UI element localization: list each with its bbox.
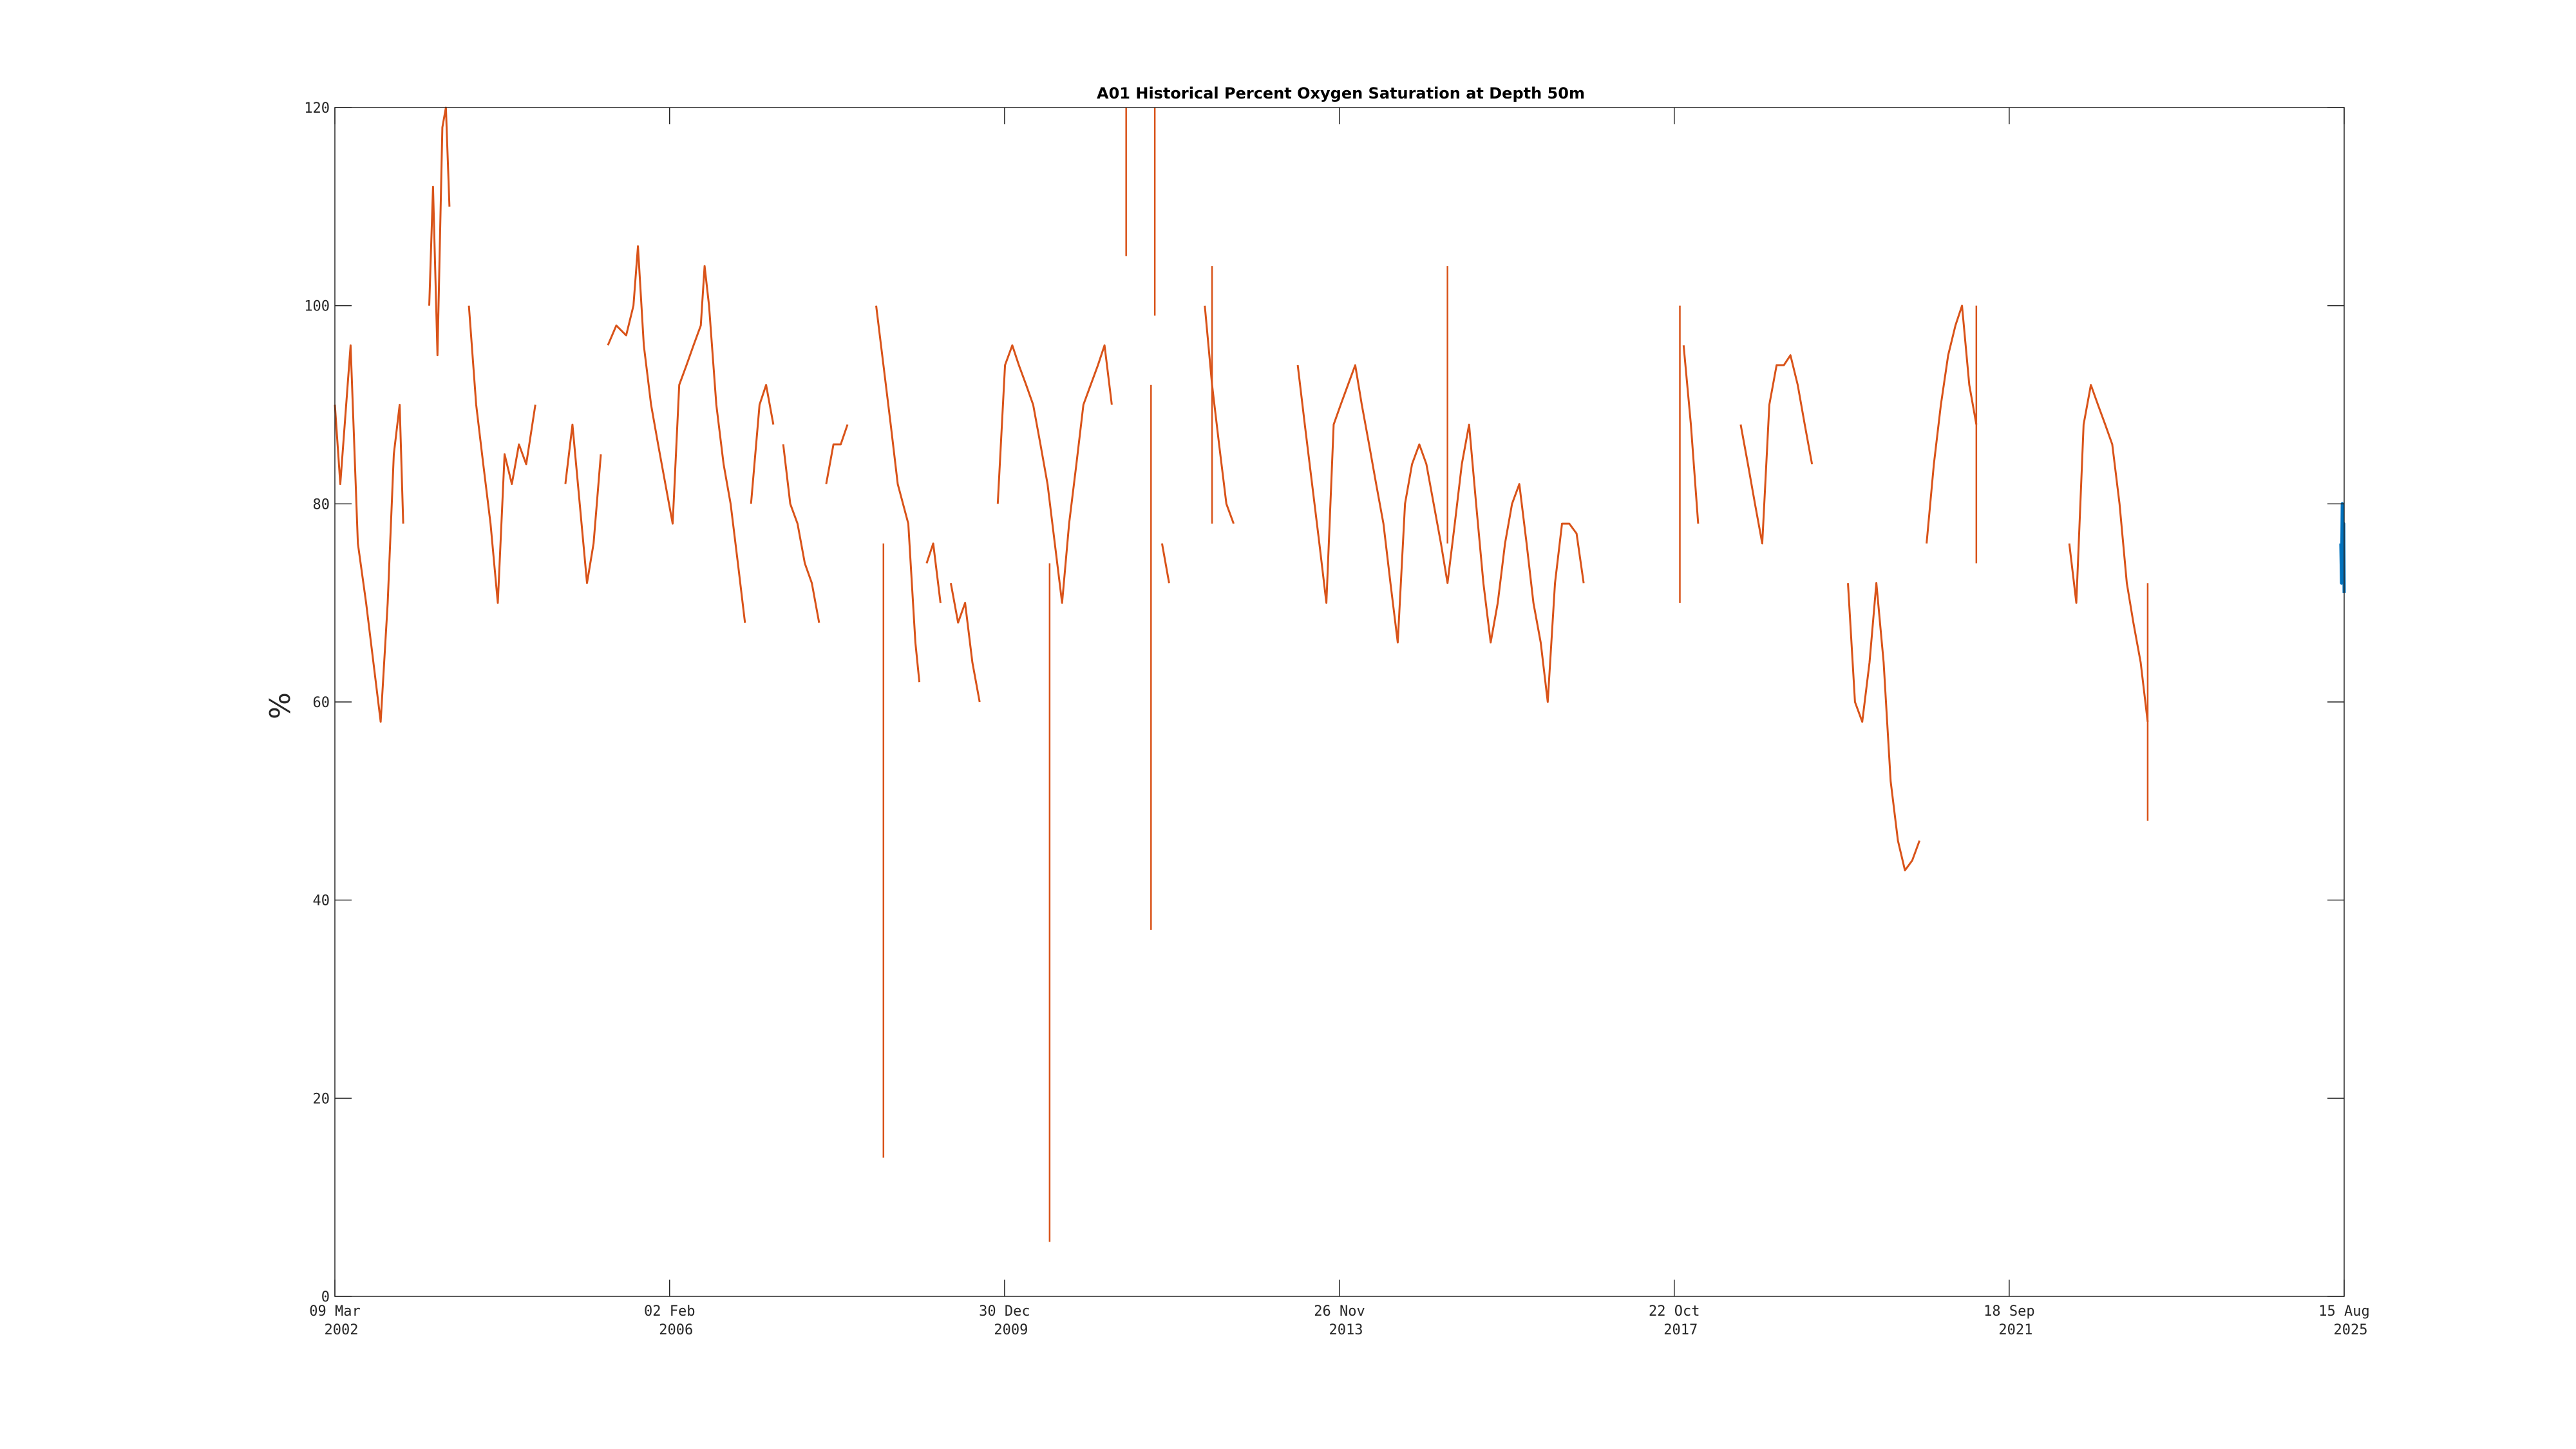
x-tick-label-day: 09 Mar (309, 1303, 360, 1320)
y-tick-label: 100 (304, 299, 330, 315)
series-1-line-segment-0 (2339, 502, 2346, 593)
series-0-line-segment-15 (1682, 345, 1700, 524)
axes: 0 20 40 60 80 100 120 09 Mar 2002 02 Feb 2006 30 De… (304, 100, 2369, 1338)
x-tick-label-day: 26 Nov (1314, 1303, 1365, 1320)
y-tick-label: 40 (313, 893, 330, 909)
series-0-line-segment-19 (2068, 384, 2149, 722)
series-0-line-segment-16 (1739, 354, 1814, 545)
x-tick-label-day: 15 Aug (2318, 1303, 2369, 1320)
x-tick-label-year: 2002 (325, 1322, 359, 1338)
x-tick-label-year: 2013 (1329, 1322, 1363, 1338)
plot-area (334, 106, 2346, 1242)
series-0-line-segment-1 (428, 106, 451, 357)
series-0-line-segment-4 (607, 245, 746, 623)
series-0-line-segment-10 (949, 583, 981, 703)
y-tick-label: 120 (304, 100, 330, 117)
series-0-line-segment-11 (996, 344, 1113, 604)
y-tick-label: 0 (321, 1289, 330, 1305)
series-0-line-segment-0 (334, 344, 404, 723)
series-0-line-segment-9 (925, 542, 942, 603)
x-tick-label-day: 18 Sep (1984, 1303, 2034, 1320)
x-tick-label-day: 30 Dec (979, 1303, 1030, 1320)
y-tick-label: 80 (313, 497, 330, 513)
series-0-line-segment-2 (468, 305, 536, 604)
y-tick-label: 20 (313, 1091, 330, 1107)
chart-title: A01 Historical Percent Oxygen Saturation… (1097, 84, 1585, 102)
series-0-line-segment-3 (564, 423, 602, 584)
y-tick-label: 60 (313, 695, 330, 711)
series-0-line-segment-12 (1160, 543, 1170, 583)
series-0-line-segment-6 (782, 444, 820, 623)
x-tick-label-year: 2025 (2334, 1322, 2368, 1338)
x-tick-label-year: 2021 (1998, 1322, 2032, 1338)
x-tick-label-year: 2009 (994, 1322, 1028, 1338)
y-axis-label: % (264, 692, 297, 719)
series-0-line-segment-13 (1204, 305, 1235, 524)
plot-frame (334, 107, 2345, 1297)
series-0-line-segment-5 (750, 384, 775, 504)
x-tick-label-year: 2017 (1663, 1322, 1698, 1338)
series-0-line-segment-18 (1926, 305, 1978, 544)
x-tick-label-day: 02 Feb (644, 1303, 695, 1320)
series-0-line-segment-14 (1296, 364, 1585, 703)
series-0-line-segment-17 (1847, 582, 1921, 871)
x-tick-label-day: 22 Oct (1649, 1303, 1700, 1320)
x-tick-label-year: 2006 (659, 1322, 693, 1338)
series-0-line-segment-7 (825, 424, 849, 484)
series-0-line-segment-8 (875, 305, 921, 683)
